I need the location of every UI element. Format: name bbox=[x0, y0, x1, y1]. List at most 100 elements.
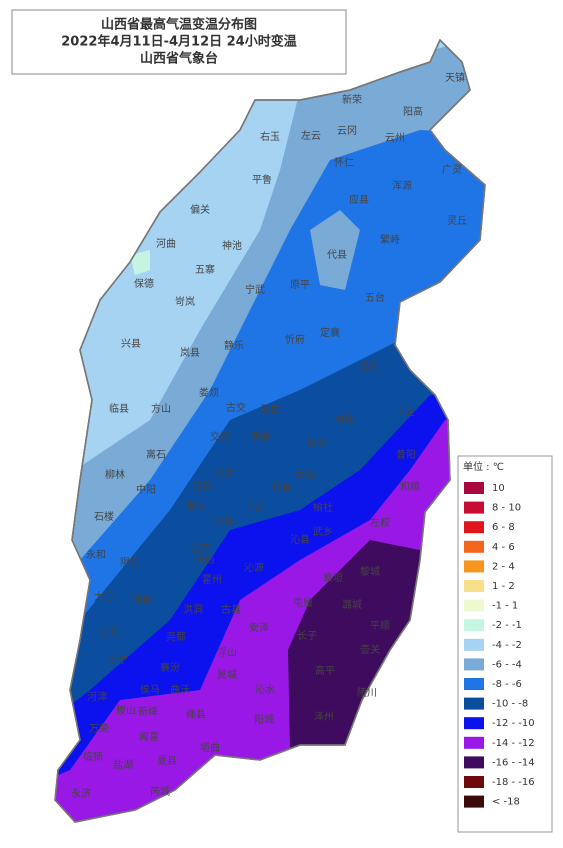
county-label: 乡宁 bbox=[108, 653, 128, 666]
county-label: 长子 bbox=[297, 630, 317, 642]
county-label: 右玉 bbox=[260, 130, 280, 143]
legend-swatch bbox=[464, 795, 484, 808]
legend-label: 1 - 2 bbox=[492, 581, 515, 592]
county-label: 武乡 bbox=[313, 525, 333, 538]
legend-label: -18 - -16 bbox=[492, 777, 535, 788]
legend-swatch bbox=[464, 678, 484, 690]
county-label: 潞城 bbox=[342, 598, 362, 611]
county-label: 平鲁 bbox=[252, 173, 272, 186]
legend-label: -2 - -1 bbox=[492, 620, 522, 631]
legend-swatch bbox=[464, 482, 484, 494]
legend-label: -10 - -8 bbox=[492, 699, 528, 710]
legend-label: 4 - 6 bbox=[492, 542, 515, 553]
county-label: 闻喜 bbox=[139, 730, 159, 743]
legend: 10 8 - 10 6 - 8 4 - 6 2 - 4 1 - 2 -1 - 1 -2 - -… bbox=[464, 482, 535, 808]
legend-swatch bbox=[464, 580, 484, 592]
county-label: 稷山 bbox=[116, 705, 136, 717]
county-label: 平遥 bbox=[245, 501, 265, 514]
county-label: 交城 bbox=[210, 430, 230, 443]
county-label: 云冈 bbox=[337, 125, 357, 137]
legend-swatch bbox=[464, 540, 484, 553]
county-label: 保德 bbox=[134, 277, 154, 290]
county-label: 平顺 bbox=[370, 620, 390, 632]
county-label: 孝义 bbox=[186, 501, 206, 513]
county-label: 襄汾 bbox=[160, 661, 180, 674]
county-label: 黎城 bbox=[360, 565, 380, 578]
legend-label: -14 - -12 bbox=[492, 738, 535, 749]
title-box bbox=[11, 9, 347, 75]
county-label: 广灵 bbox=[442, 164, 462, 176]
legend-label: < -18 bbox=[492, 797, 520, 808]
county-label: 代县 bbox=[327, 249, 347, 261]
legend-label: 6 - 8 bbox=[492, 522, 515, 533]
county-label: 忻府 bbox=[285, 333, 305, 346]
county-label: 安泽 bbox=[249, 621, 269, 634]
county-label: 万荣 bbox=[89, 723, 109, 735]
county-label: 临猗 bbox=[83, 750, 103, 763]
legend-label: 10 bbox=[492, 483, 505, 494]
legend-swatch bbox=[464, 501, 484, 514]
legend-label: 8 - 10 bbox=[492, 503, 521, 514]
county-label: 娄烦 bbox=[199, 386, 219, 399]
county-label: 垣曲 bbox=[200, 742, 220, 754]
county-label: 文水 bbox=[215, 466, 235, 479]
legend-label: -1 - 1 bbox=[492, 601, 518, 612]
county-label: 阳曲 bbox=[261, 404, 281, 416]
county-label: 介休 bbox=[214, 516, 234, 528]
county-label: 汾阳 bbox=[193, 481, 213, 493]
county-label: 阳高 bbox=[403, 105, 423, 118]
county-label: 沁源 bbox=[244, 561, 264, 574]
county-label: 屯留 bbox=[293, 596, 313, 609]
county-label: 五寨 bbox=[195, 263, 215, 276]
county-label: 应县 bbox=[349, 193, 369, 206]
county-label: 临县 bbox=[109, 402, 129, 415]
county-label: 夏县 bbox=[157, 755, 177, 767]
county-label: 石楼 bbox=[94, 510, 114, 523]
county-label: 泽州 bbox=[314, 711, 334, 723]
county-label: 左权 bbox=[370, 516, 390, 529]
county-label: 榆社 bbox=[313, 501, 333, 514]
county-label: 方山 bbox=[151, 402, 171, 415]
county-label: 古交 bbox=[226, 401, 246, 414]
county-label: 静乐 bbox=[224, 339, 244, 352]
county-label: 岢岚 bbox=[175, 296, 195, 308]
legend-swatch bbox=[464, 560, 484, 573]
legend-swatch bbox=[464, 717, 484, 730]
county-label: 神池 bbox=[222, 239, 242, 252]
county-label: 云州 bbox=[385, 132, 405, 144]
county-label: 偏关 bbox=[190, 203, 210, 216]
county-label: 岚县 bbox=[180, 347, 200, 359]
legend-swatch bbox=[464, 521, 484, 534]
county-label: 五台 bbox=[365, 291, 385, 304]
county-label: 太谷 bbox=[295, 468, 315, 481]
county-label: 翼城 bbox=[217, 669, 237, 681]
legend-swatch bbox=[464, 756, 484, 769]
county-label: 繁峙 bbox=[380, 233, 400, 246]
province-outline bbox=[54, 38, 486, 823]
title-line: 2022年4月11日-4月12日 24小时变温 bbox=[61, 34, 296, 50]
county-label: 浮山 bbox=[217, 647, 237, 659]
county-label: 曲沃 bbox=[170, 684, 190, 696]
county-label: 吉县 bbox=[100, 627, 120, 639]
county-label: 怀仁 bbox=[334, 157, 354, 169]
county-label: 隰县 bbox=[120, 557, 140, 569]
county-label: 沁水 bbox=[255, 684, 275, 696]
county-label: 阳城 bbox=[254, 714, 274, 726]
county-label: 新绛 bbox=[138, 705, 158, 718]
county-label: 定襄 bbox=[320, 326, 340, 339]
county-label: 盂县 bbox=[360, 361, 380, 373]
county-label: 平定 bbox=[395, 405, 415, 418]
legend-label: -4 - -2 bbox=[492, 640, 522, 651]
county-label: 浑源 bbox=[392, 179, 412, 192]
county-label: 和顺 bbox=[400, 481, 420, 493]
county-label: 襄垣 bbox=[323, 571, 343, 584]
county-label: 天镇 bbox=[445, 71, 465, 84]
county-label: 祁县 bbox=[272, 481, 292, 494]
county-label: 昔阳 bbox=[396, 449, 416, 461]
county-label: 尧都 bbox=[166, 630, 186, 643]
county-label: 霍州 bbox=[202, 574, 222, 586]
county-label: 左云 bbox=[301, 129, 321, 142]
